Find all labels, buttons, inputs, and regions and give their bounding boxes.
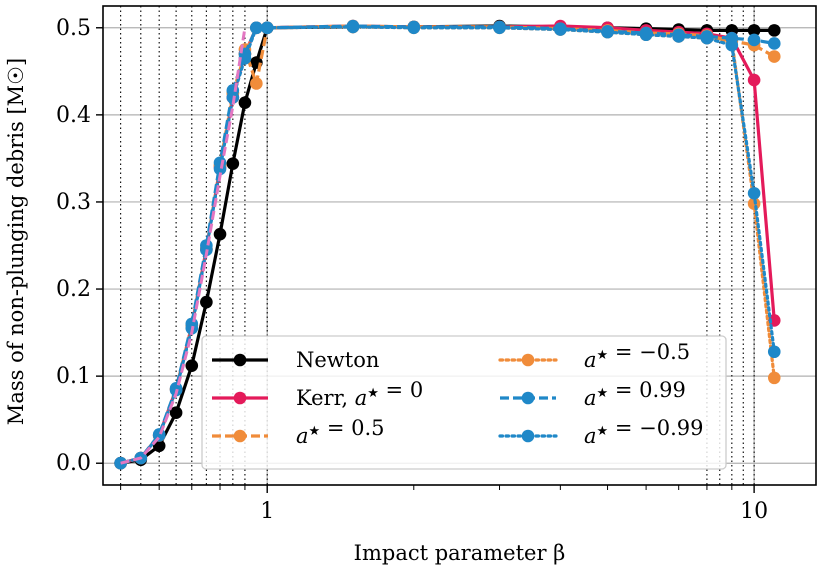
legend-marker-0 — [233, 353, 247, 367]
data-point-s0-7 — [226, 157, 240, 170]
data-point-s5-19 — [725, 38, 739, 52]
data-point-s0-21 — [767, 24, 781, 37]
legend-label-part: a — [584, 386, 597, 410]
legend-item-0: Newton — [212, 348, 379, 372]
legend-label-part: = 0.99 — [608, 378, 686, 402]
legend-marker-5 — [521, 429, 535, 443]
x-tick-label-1: 10 — [740, 499, 768, 524]
data-point-s5-13 — [493, 21, 506, 35]
data-point-s5-21 — [767, 345, 781, 359]
series-line-5 — [119, 25, 776, 465]
data-point-s5-12 — [407, 21, 421, 35]
data-point-s0-8 — [238, 96, 252, 109]
data-point-s1-20 — [747, 73, 761, 87]
series-6 — [120, 27, 247, 465]
y-tick-label-2: 0.2 — [56, 277, 91, 302]
legend-label-part: = −0.99 — [608, 416, 703, 440]
data-point-s5-16 — [639, 28, 653, 42]
y-tick-label-3: 0.3 — [56, 190, 91, 215]
legend-label-part: = −0.5 — [608, 340, 690, 364]
data-point-s2-21 — [767, 50, 781, 63]
data-point-s5-20 — [747, 186, 761, 200]
data-point-s0-4 — [185, 359, 199, 372]
legend-label-part: a — [296, 424, 309, 448]
legend-label-part: a — [584, 348, 597, 372]
data-point-s4-20 — [747, 33, 761, 47]
legend-marker-3 — [521, 353, 535, 367]
data-point-s2-9 — [250, 77, 263, 90]
data-point-s5-10 — [260, 21, 274, 35]
legend-item-4: a★ = 0.99 — [500, 378, 686, 410]
data-point-s0-3 — [169, 406, 183, 420]
data-point-s5-17 — [672, 30, 685, 43]
series-5 — [114, 20, 781, 470]
x-tick-label-0: 1 — [260, 499, 274, 524]
data-point-s3-21 — [767, 371, 781, 385]
data-point-s4-21 — [767, 37, 781, 50]
data-point-s5-15 — [601, 25, 614, 39]
y-tick-label-5: 0.5 — [56, 16, 91, 41]
y-tick-label-4: 0.4 — [56, 103, 91, 128]
legend-label-0: Newton — [296, 348, 379, 372]
legend-label-part: Newton — [296, 348, 379, 372]
legend-label-part: ★ — [367, 386, 379, 401]
y-tick-label-1: 0.1 — [56, 364, 91, 389]
legend-item-1: Kerr, a★ = 0 — [212, 378, 423, 410]
series-line-6 — [120, 27, 247, 465]
legend-label-5: a★ = −0.99 — [584, 416, 704, 448]
legend-item-2: a★ = 0.5 — [212, 416, 385, 448]
data-point-s5-9 — [250, 21, 263, 35]
legend-label-1: Kerr, a★ = 0 — [296, 378, 423, 410]
legend-label-part: a — [355, 386, 368, 410]
data-point-s5-18 — [700, 31, 714, 45]
legend-label-4: a★ = 0.99 — [584, 378, 686, 410]
data-point-s5-8 — [238, 51, 252, 65]
legend-label-part: Kerr, — [296, 386, 355, 410]
legend-item-3: a★ = −0.5 — [498, 340, 690, 372]
legend-marker-2 — [233, 429, 247, 443]
legend-label-part: ★ — [597, 348, 609, 363]
data-point-s0-20 — [747, 24, 761, 37]
legend-box — [201, 335, 727, 470]
data-point-s5-11 — [346, 20, 360, 34]
legend-label-3: a★ = −0.5 — [584, 340, 690, 372]
legend-label-2: a★ = 0.5 — [296, 416, 385, 448]
legend-label-part: ★ — [309, 424, 321, 439]
legend-item-5: a★ = −0.99 — [498, 416, 704, 448]
y-tick-label-0: 0.0 — [56, 451, 91, 476]
data-point-s5-14 — [554, 23, 567, 36]
legend-label-part: ★ — [597, 424, 609, 439]
data-point-s0-5 — [200, 295, 213, 309]
data-point-s0-6 — [213, 227, 227, 241]
axes-frame — [102, 5, 817, 486]
x-axis-label: Impact parameter β — [354, 541, 566, 565]
data-point-s5-2 — [152, 429, 166, 442]
legend-marker-4 — [521, 391, 535, 405]
y-axis-label: Mass of non-plunging debris [M☉] — [4, 58, 28, 425]
legend-label-part: ★ — [597, 386, 609, 401]
legend-label-part: = 0 — [379, 378, 423, 402]
legend-label-part: = 0.5 — [320, 416, 384, 440]
legend-marker-1 — [233, 391, 247, 405]
legend-label-part: a — [584, 424, 597, 448]
